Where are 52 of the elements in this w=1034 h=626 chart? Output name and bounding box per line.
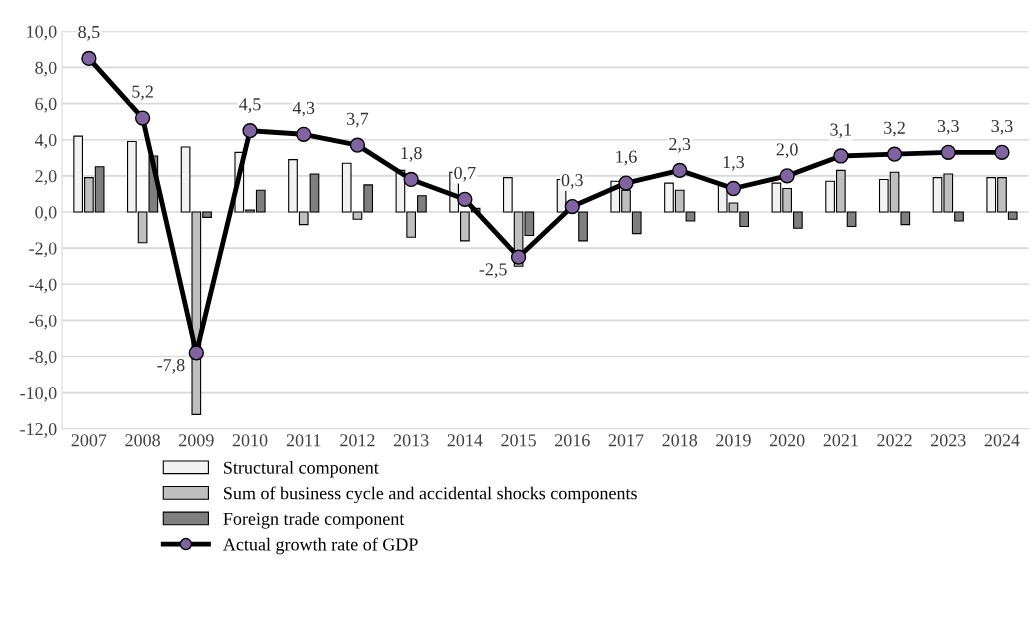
y-tick-label: 6,0 — [35, 97, 57, 113]
data-label: 3,1 — [830, 123, 852, 139]
data-label: 3,7 — [347, 112, 369, 128]
legend-label: Actual growth rate of GDP — [223, 537, 418, 555]
legend-label: Structural component — [224, 461, 379, 478]
x-tick-label: 2019 — [716, 434, 751, 447]
data-label: 1,3 — [723, 156, 744, 171]
x-tick-label: 2014 — [447, 434, 483, 447]
x-tick-label: 2009 — [179, 434, 214, 447]
x-tick-label: 2024 — [984, 434, 1020, 447]
data-label: 1,8 — [401, 146, 422, 162]
x-tick-label: 2021 — [823, 434, 858, 447]
y-tick-label: 10,0 — [27, 25, 57, 41]
data-label: -2,5 — [479, 263, 507, 279]
y-tick-label: 4,0 — [34, 133, 57, 149]
legend-label: Foreign trade component — [223, 512, 405, 529]
x-tick-label: 2013 — [393, 434, 429, 447]
data-label: 3,2 — [884, 121, 905, 137]
x-tick-label: 2008 — [125, 434, 160, 447]
y-tick-label: -4,0 — [29, 278, 57, 294]
y-tick-label: -10,0 — [20, 386, 57, 402]
x-tick-label: 2020 — [769, 434, 805, 447]
x-tick-label: 2010 — [232, 434, 268, 447]
x-tick-label: 2016 — [555, 434, 590, 447]
data-label: 0,7 — [454, 166, 476, 182]
data-label: 0,3 — [561, 174, 583, 189]
x-tick-label: 2015 — [501, 434, 536, 447]
data-label: 2,0 — [776, 143, 798, 159]
data-label: 5,2 — [132, 85, 153, 101]
data-label: 8,5 — [78, 25, 100, 41]
y-tick-label: 2,0 — [35, 170, 57, 185]
y-tick-label: -6,0 — [29, 314, 57, 330]
x-tick-label: 2018 — [662, 434, 698, 447]
x-tick-label: 2017 — [608, 434, 644, 447]
y-tick-label: 8,0 — [35, 61, 57, 77]
x-tick-label: 2022 — [877, 434, 912, 447]
data-label: 3,3 — [937, 119, 959, 135]
x-tick-label: 2012 — [340, 434, 375, 447]
y-tick-label: -8,0 — [29, 350, 57, 366]
y-tick-label: -2,0 — [29, 242, 57, 258]
data-label: 1,6 — [616, 150, 637, 166]
x-tick-label: 2007 — [71, 434, 107, 447]
legend-label: Sum of business cycle and accidental shocks components — [224, 486, 637, 504]
data-label: 4,3 — [292, 101, 315, 117]
data-label: 2,3 — [669, 137, 691, 153]
y-tick-label: 0,0 — [35, 206, 57, 222]
x-tick-label: 2023 — [931, 434, 966, 447]
data-label: -7,8 — [157, 359, 185, 374]
x-tick-label: 2011 — [286, 434, 321, 447]
data-label: 3,3 — [991, 119, 1013, 135]
data-label: 4,5 — [239, 98, 261, 113]
y-tick-label: -12,0 — [20, 423, 57, 438]
